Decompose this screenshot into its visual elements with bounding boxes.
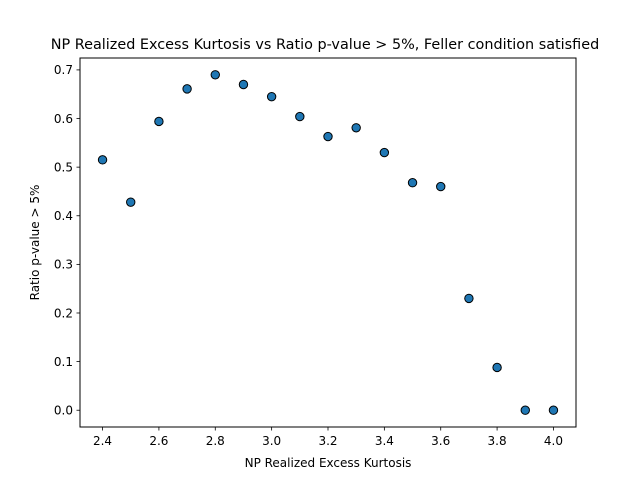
data-point xyxy=(351,123,361,133)
plot-area xyxy=(79,57,577,428)
data-points xyxy=(97,70,559,415)
data-point xyxy=(266,91,277,102)
data-point xyxy=(126,197,136,207)
x-tick-label: 4.0 xyxy=(544,434,563,448)
y-tick-label: 0.5 xyxy=(54,160,73,174)
data-point xyxy=(295,111,305,122)
y-tick-label: 0.0 xyxy=(54,404,73,418)
x-tick-label: 2.8 xyxy=(206,434,225,448)
y-axis-label: Ratio p-value > 5% xyxy=(28,185,42,301)
x-tick-label: 3.0 xyxy=(262,434,281,448)
y-tick-label: 0.1 xyxy=(54,355,73,369)
y-tick-label: 0.7 xyxy=(54,63,73,77)
x-axis: 2.4 2.6 2.8 3.0 3.2 3.4 3.6 3.8 4.0 xyxy=(93,427,563,448)
x-tick-label: 3.4 xyxy=(375,434,394,448)
data-point xyxy=(436,181,446,192)
data-point xyxy=(492,362,502,373)
x-tick-label: 3.8 xyxy=(488,434,507,448)
chart-title: NP Realized Excess Kurtosis vs Ratio p-v… xyxy=(51,37,599,53)
y-tick-label: 0.2 xyxy=(54,306,73,320)
x-tick-label: 2.4 xyxy=(93,434,112,448)
x-tick-label: 3.6 xyxy=(431,434,450,448)
data-point xyxy=(407,178,418,188)
data-point xyxy=(97,155,108,165)
x-tick-label: 3.2 xyxy=(318,434,337,448)
data-point xyxy=(182,84,192,94)
y-tick-label: 0.6 xyxy=(54,112,73,126)
y-tick-label: 0.3 xyxy=(54,258,73,272)
data-point xyxy=(210,70,220,80)
data-point xyxy=(238,79,249,90)
y-axis: 0.0 0.1 0.2 0.3 0.4 0.5 0.6 0.7 xyxy=(54,63,80,418)
data-point xyxy=(323,131,333,142)
data-point xyxy=(379,147,390,158)
data-point xyxy=(548,405,559,415)
data-point xyxy=(520,405,530,415)
y-tick-label: 0.4 xyxy=(54,209,73,223)
data-point xyxy=(464,293,474,304)
x-axis-label: NP Realized Excess Kurtosis xyxy=(245,456,412,470)
data-point xyxy=(154,116,164,127)
x-tick-label: 2.6 xyxy=(149,434,168,448)
